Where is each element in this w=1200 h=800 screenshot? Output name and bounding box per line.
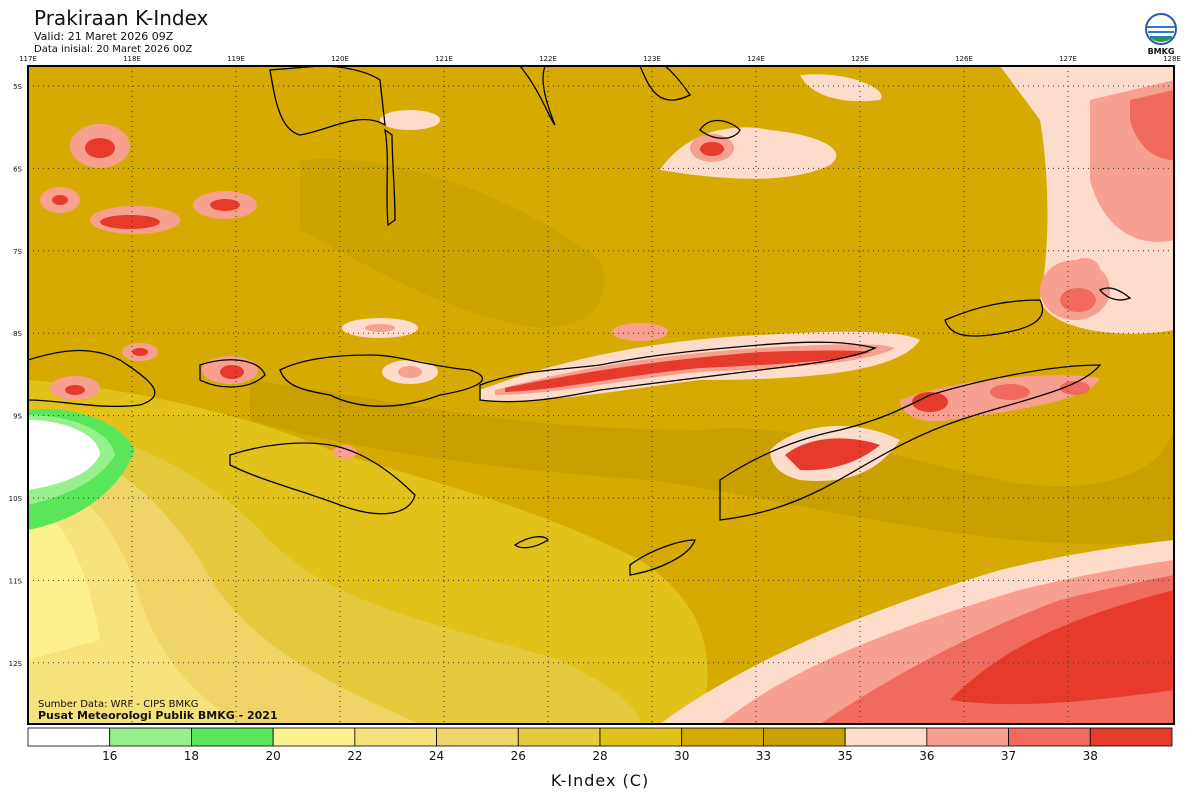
colorbar-tick-label: 18 [184,749,199,763]
longitude-label: 126E [955,55,973,63]
latitude-label: 7S [13,248,22,256]
longitude-label: 121E [435,55,453,63]
colorbar-tick-label: 36 [919,749,934,763]
logo-label: BMKG [1148,47,1175,56]
longitude-label: 120E [331,55,349,63]
longitude-label: 124E [747,55,765,63]
latitude-label: 9S [13,413,22,421]
colorbar-swatch [763,727,846,747]
latitude-labels: 5S 6S 7S 8S 9S 10S 11S 12S [9,83,23,668]
colorbar-tick-label: 24 [429,749,444,763]
latitude-label: 11S [9,577,23,585]
title: Prakiraan K-Index [34,6,209,30]
colorbar-swatch [1089,727,1173,747]
colorbar-swatch [191,727,274,747]
colorbar-swatch [27,727,111,747]
longitude-label: 127E [1059,55,1077,63]
colorbar-tick-label: 28 [592,749,607,763]
latitude-label: 6S [13,165,22,173]
colorbar-tick-label: 22 [347,749,362,763]
graticule [28,66,1174,724]
colorbar-tick-label: 33 [756,749,771,763]
credit-source: Sumber Data: WRF - CIPS BMKG [38,699,198,710]
longitude-label: 119E [227,55,245,63]
longitude-label: 125E [851,55,869,63]
colorbar-swatch [272,727,356,747]
longitude-label: 117E [19,55,37,63]
colorbar-swatch [109,727,192,747]
latitude-label: 5S [13,83,22,91]
map-frame [27,65,1175,725]
valid-time: Valid: 21 Maret 2026 09Z [34,30,174,43]
k-index-field [28,66,1174,724]
colorbar-swatch [1008,727,1091,747]
colorbar-tick-label: 38 [1083,749,1098,763]
longitude-label: 128E [1163,55,1181,63]
logo: BMKG [1145,13,1177,56]
colorbar-tick-label: 20 [266,749,281,763]
colorbar-tick-label: 16 [102,749,117,763]
colorbar-tick-label: 37 [1001,749,1016,763]
colorbar-swatch [354,727,437,747]
colorbar-swatch [517,727,601,747]
longitude-label: 118E [123,55,141,63]
colorbar-swatch [926,727,1009,747]
credit-agency: Pusat Meteorologi Publik BMKG - 2021 [38,709,278,722]
colorbar-swatch [681,727,764,747]
initial-time: Data inisial: 20 Maret 2026 00Z [34,44,193,55]
colorbar-tick-label: 30 [674,749,689,763]
colorbar-label: K-Index (C) [551,771,649,790]
latitude-label: 8S [13,330,22,338]
colorbar-tick-label: 35 [838,749,853,763]
colorbar-swatch [436,727,519,747]
latitude-label: 10S [9,495,23,503]
longitude-label: 122E [539,55,557,63]
colorbar-tick-label: 26 [511,749,526,763]
colorbar-swatch [844,727,928,747]
coastlines [28,66,1132,576]
latitude-label: 12S [9,660,23,668]
longitude-labels: 117E 118E 119E 120E 121E 122E 123E 124E 125E 126E… [19,55,1181,63]
colorbar: 16 18 20 22 24 26 28 30 33 35 36 37 38 [27,727,1173,763]
colorbar-swatch [599,727,683,747]
longitude-label: 123E [643,55,661,63]
